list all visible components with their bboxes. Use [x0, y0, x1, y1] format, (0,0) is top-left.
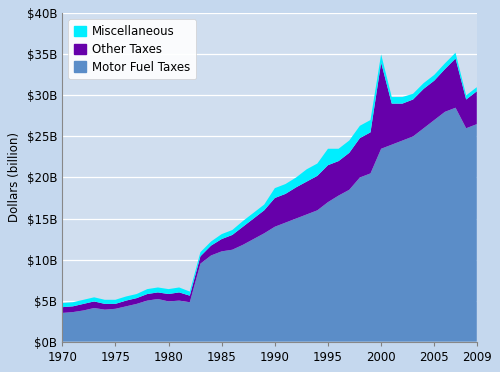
Legend: Miscellaneous, Other Taxes, Motor Fuel Taxes: Miscellaneous, Other Taxes, Motor Fuel T…: [68, 19, 196, 80]
Y-axis label: Dollars (billion): Dollars (billion): [8, 132, 22, 222]
